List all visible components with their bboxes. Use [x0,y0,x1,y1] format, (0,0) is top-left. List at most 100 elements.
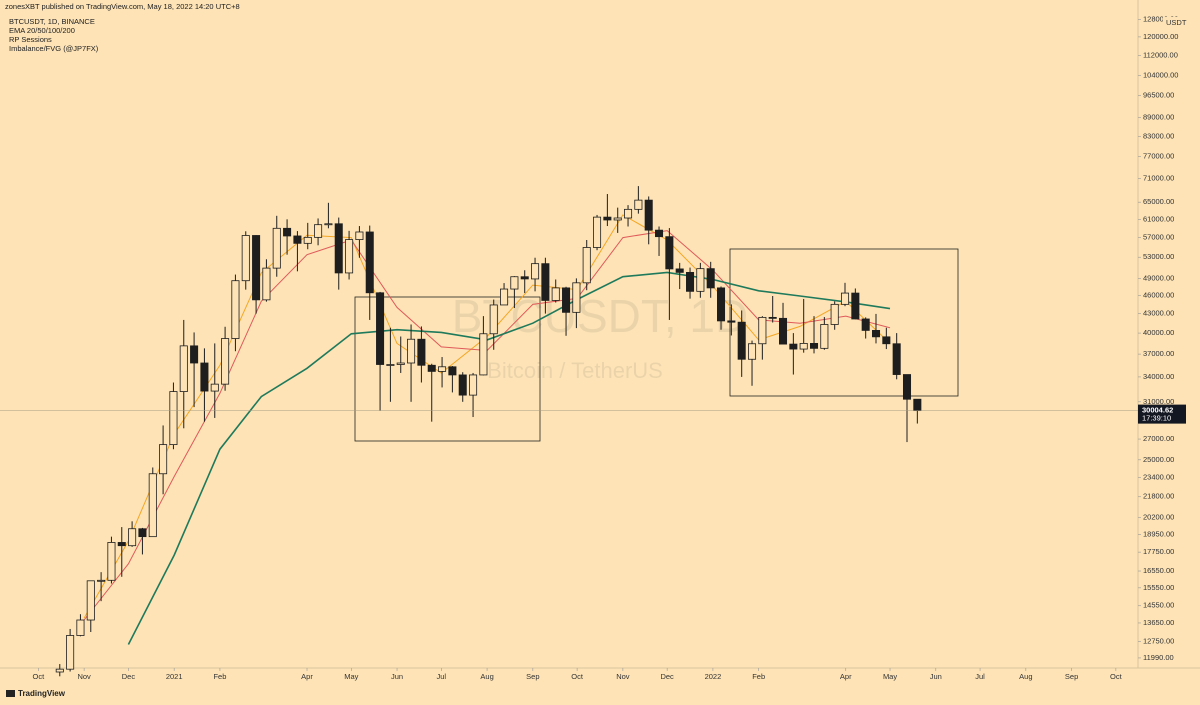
indicator: RP Sessions [9,35,52,44]
y-tick-label: 25000.00 [1143,455,1174,464]
candle-body [252,235,261,301]
candle-body [913,398,922,412]
candle-body [438,366,447,372]
y-tick-label: 61000.00 [1143,214,1174,223]
x-tick-label: Oct [33,672,46,681]
x-tick-label: 2022 [705,672,722,681]
candle-body [283,227,292,237]
candle-body [830,303,839,325]
y-tick-label: 120000.00 [1143,32,1178,41]
candle-body [768,316,777,319]
candle-body [324,223,333,226]
candle-body [159,444,168,475]
candle-body [272,227,281,269]
candle-body [386,364,395,366]
candle-body [675,268,684,273]
y-tick-label: 128000.00 [1143,14,1178,23]
candle-body [562,287,571,313]
indicator: Imbalance/FVG (@JP7FX) [9,44,99,53]
x-tick-label: Oct [1110,672,1123,681]
x-tick-label: Feb [752,672,765,681]
candle-body [117,542,126,547]
candle-body [871,330,881,338]
candle-body [624,208,633,219]
candle-body [458,374,467,396]
candle-body [169,391,178,446]
y-tick-label: 14550.00 [1143,601,1174,610]
candle-body [479,333,488,376]
countdown: 17:39:10 [1142,414,1171,423]
moving-average [127,271,891,645]
candle-body [582,247,591,284]
publisher: zonesXBT published on TradingView.com, M… [5,2,240,11]
x-tick-label: Apr [301,672,313,681]
candle-body [200,362,209,392]
candle-body [593,216,602,248]
candle-body [820,324,829,349]
candle-body [840,292,850,305]
y-tick-label: 17750.00 [1143,547,1174,556]
candle-body [355,231,364,240]
candle-body [789,343,798,350]
candle-body [190,345,199,364]
candle-body [76,619,85,636]
y-tick-label: 71000.00 [1143,173,1174,182]
y-tick-label: 18950.00 [1143,529,1174,538]
candle-body [66,635,75,670]
last-price-box [1138,404,1186,424]
candle-body [758,316,767,345]
candle-body [851,292,860,320]
y-tick-label: 27000.00 [1143,434,1174,443]
candle-body [717,287,726,322]
candle-body [489,304,498,335]
x-tick-label: Jun [391,672,403,681]
currency-badge [1163,17,1185,28]
candle-body [314,224,323,238]
candle-body [603,216,612,221]
brand-logo [6,690,15,697]
candle-body [469,374,478,396]
candle-body [902,374,912,400]
y-tick-label: 43000.00 [1143,309,1174,318]
y-tick-label: 31000.00 [1143,397,1174,406]
x-tick-label: Oct [571,672,584,681]
candle-body [779,317,788,345]
candle-body [727,320,736,323]
candle-body [572,282,581,313]
y-tick-label: 112000.00 [1143,50,1178,59]
y-tick-label: 20200.00 [1143,512,1174,521]
y-tick-label: 13650.00 [1143,618,1174,627]
y-tick-label: 16550.00 [1143,566,1174,575]
y-tick-label: 11990.00 [1143,653,1174,662]
candle-body [500,288,509,306]
y-tick-label: 37000.00 [1143,349,1174,358]
x-tick-label: Dec [122,672,136,681]
x-tick-label: Nov [616,672,630,681]
candle-body [293,235,302,244]
x-tick-label: Jul [437,672,447,681]
candle-body [613,217,622,221]
last-price-label: 30004.62 [1142,406,1173,415]
y-tick-label: 104000.00 [1143,70,1178,79]
candle-body [97,579,106,582]
candle-body [748,343,757,360]
x-tick-label: 2021 [166,672,183,681]
candle-body [138,528,147,538]
y-tick-label: 15550.00 [1143,583,1174,592]
y-tick-label: 12750.00 [1143,636,1174,645]
candle-body [541,263,550,301]
candle-body [86,580,95,621]
x-tick-label: Dec [660,672,674,681]
candle-body [376,292,385,365]
x-tick-label: Apr [840,672,852,681]
candle-body [417,338,426,366]
candle-body [55,668,64,673]
candle-body [427,364,436,372]
candle-body [531,263,540,280]
candle-body [365,231,374,294]
x-tick-label: Aug [1019,672,1032,681]
x-tick-label: Feb [213,672,226,681]
candle-body [303,236,312,244]
x-tick-label: Aug [480,672,493,681]
